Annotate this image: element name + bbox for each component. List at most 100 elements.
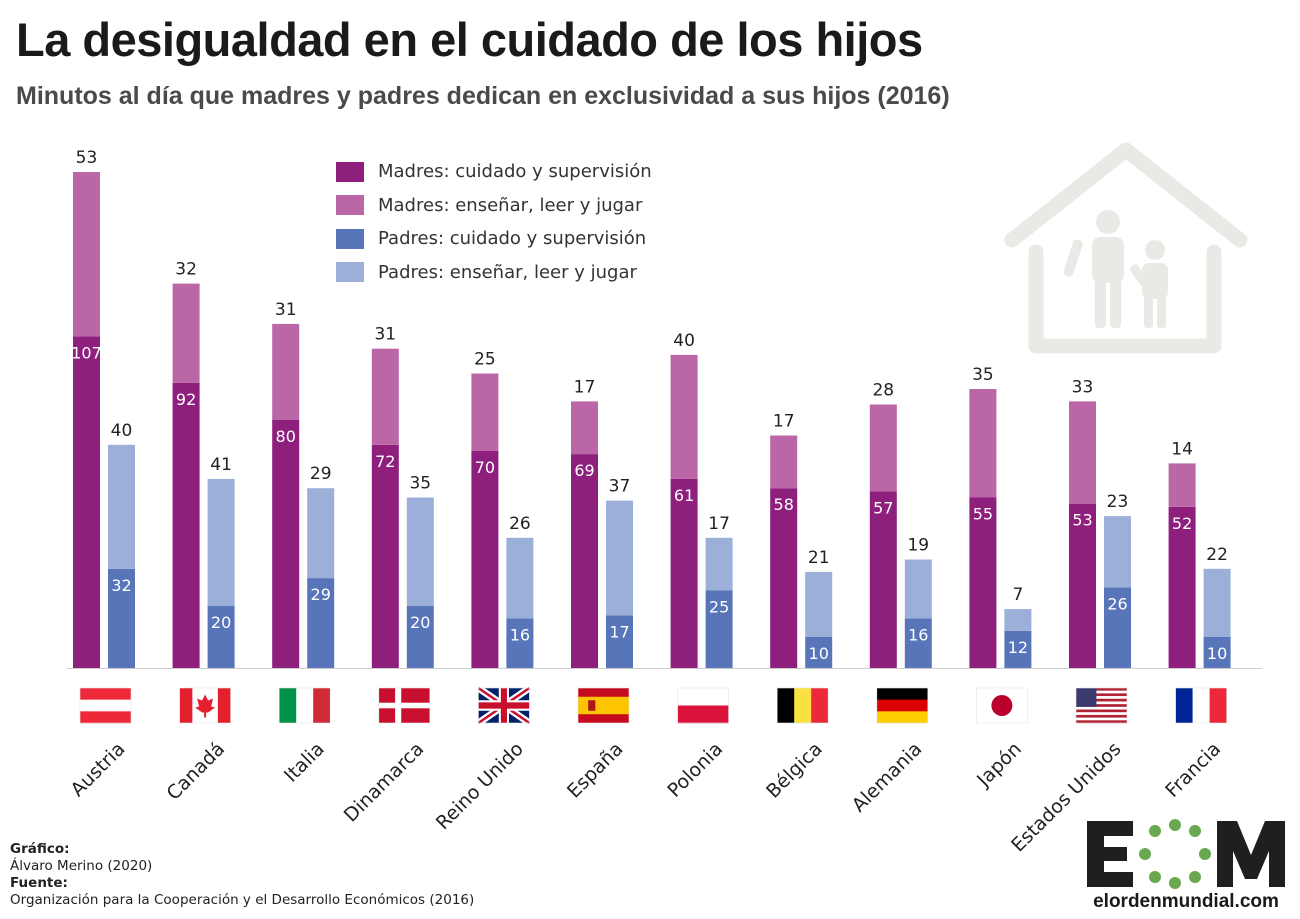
denmark-flag-icon bbox=[378, 687, 431, 724]
bar-padres-ensenar bbox=[406, 497, 434, 606]
spain-flag-icon bbox=[577, 687, 630, 724]
bar-padres-cuidado bbox=[1203, 637, 1231, 668]
bar-padres-cuidado bbox=[1004, 630, 1032, 668]
bar-padres-cuidado bbox=[207, 606, 235, 668]
data-label-inside: 10 bbox=[809, 644, 829, 663]
category-label: Polonia bbox=[663, 738, 727, 802]
bar-padres-cuidado bbox=[606, 615, 633, 668]
data-label-inside: 32 bbox=[111, 576, 131, 595]
france-flag-icon bbox=[1175, 687, 1227, 724]
bar-padres-ensenar bbox=[1004, 609, 1032, 631]
bar-madres-ensenar bbox=[272, 323, 300, 420]
bar-madres-cuidado bbox=[869, 491, 897, 668]
bar-padres-cuidado bbox=[307, 578, 335, 668]
italy-flag-icon bbox=[278, 687, 331, 724]
bar-madres-cuidado bbox=[670, 478, 698, 668]
legend-swatch bbox=[336, 228, 364, 249]
category-label: España bbox=[563, 738, 628, 803]
bar-madres-ensenar bbox=[670, 354, 698, 479]
bar-madres-ensenar bbox=[73, 172, 100, 337]
legend-label: Madres: cuidado y supervisión bbox=[378, 161, 652, 183]
data-label-top: 17 bbox=[773, 412, 795, 432]
data-label-top: 23 bbox=[1107, 492, 1129, 512]
legend-item: Madres: cuidado y supervisión bbox=[336, 155, 652, 189]
category-label: Dinamarca bbox=[340, 738, 429, 827]
data-label-top: 22 bbox=[1206, 545, 1228, 565]
bar-madres-cuidado bbox=[172, 382, 200, 668]
bar-madres-ensenar bbox=[869, 404, 897, 492]
credit-graphic-label: Gráfico: bbox=[10, 841, 70, 857]
data-label-top: 37 bbox=[609, 477, 631, 497]
data-label-inside: 20 bbox=[211, 613, 231, 632]
data-label-inside: 16 bbox=[908, 625, 928, 644]
legend-label: Padres: cuidado y supervisión bbox=[378, 228, 647, 250]
bar-madres-ensenar bbox=[172, 283, 200, 383]
bar-madres-cuidado bbox=[471, 451, 499, 668]
bar-padres-ensenar bbox=[108, 444, 135, 569]
bar-madres-cuidado bbox=[770, 488, 798, 668]
data-label-top: 25 bbox=[474, 350, 496, 370]
bar-padres-cuidado bbox=[506, 618, 534, 668]
data-label-top: 28 bbox=[872, 381, 894, 401]
data-label-top: 35 bbox=[409, 474, 431, 494]
bar-madres-ensenar bbox=[770, 435, 798, 489]
publisher-logo: elordenmundial.com bbox=[1083, 817, 1289, 915]
legend-item: Padres: enseñar, leer y jugar bbox=[336, 256, 652, 290]
bar-padres-cuidado bbox=[406, 606, 434, 668]
data-label-top: 31 bbox=[374, 325, 396, 345]
bar-madres-cuidado bbox=[73, 336, 100, 668]
data-label-top: 17 bbox=[708, 514, 730, 534]
data-label-top: 40 bbox=[111, 421, 133, 441]
data-label-inside: 16 bbox=[510, 625, 530, 644]
logo-url: elordenmundial.com bbox=[1093, 891, 1279, 912]
data-label-top: 17 bbox=[574, 377, 596, 397]
bar-madres-cuidado bbox=[371, 444, 399, 668]
data-label-top: 32 bbox=[175, 260, 197, 280]
house-parent-child-icon bbox=[1004, 142, 1248, 354]
category-label: Austria bbox=[67, 738, 130, 801]
chart-subtitle: Minutos al día que madres y padres dedic… bbox=[16, 82, 950, 110]
bar-padres-ensenar bbox=[904, 559, 932, 619]
legend-item: Madres: enseñar, leer y jugar bbox=[336, 189, 652, 223]
data-label-top: 31 bbox=[275, 300, 297, 320]
legend-swatch bbox=[336, 161, 364, 182]
data-label-inside: 10 bbox=[1207, 644, 1227, 663]
credit-source-label: Fuente: bbox=[10, 875, 68, 891]
category-label: Reino Unido bbox=[432, 738, 528, 834]
category-label: Canadá bbox=[162, 738, 229, 805]
data-label-inside: 80 bbox=[276, 427, 296, 446]
bar-padres-ensenar bbox=[207, 478, 235, 606]
data-label-top: 35 bbox=[972, 365, 994, 385]
data-label-top: 21 bbox=[808, 548, 830, 568]
usa-flag-icon bbox=[1075, 687, 1128, 724]
data-label-inside: 72 bbox=[375, 452, 395, 471]
data-label-inside: 26 bbox=[1107, 594, 1127, 613]
austria-flag-icon bbox=[79, 687, 132, 724]
bar-padres-ensenar bbox=[805, 571, 833, 637]
bar-padres-cuidado bbox=[108, 568, 135, 668]
data-label-inside: 107 bbox=[71, 343, 102, 362]
category-label: Japón bbox=[972, 738, 1026, 792]
poland-flag-icon bbox=[677, 687, 729, 724]
bar-madres-ensenar bbox=[571, 401, 598, 455]
bar-madres-cuidado bbox=[1069, 503, 1096, 668]
legend-swatch bbox=[336, 195, 364, 216]
bar-padres-ensenar bbox=[506, 537, 534, 619]
bar-padres-ensenar bbox=[1203, 568, 1231, 637]
data-label-top: 19 bbox=[907, 536, 929, 556]
data-label-inside: 55 bbox=[973, 505, 993, 524]
data-label-top: 40 bbox=[673, 331, 695, 351]
data-label-inside: 17 bbox=[609, 622, 629, 641]
credit-source-value: Organización para la Cooperación y el De… bbox=[10, 892, 475, 908]
data-label-inside: 53 bbox=[1072, 511, 1092, 530]
data-label-top: 41 bbox=[210, 455, 232, 475]
bar-madres-cuidado bbox=[969, 497, 997, 668]
data-label-inside: 58 bbox=[774, 495, 794, 514]
canada-flag-icon bbox=[179, 687, 231, 724]
data-label-top: 33 bbox=[1072, 377, 1094, 397]
bar-madres-cuidado bbox=[571, 454, 598, 668]
bar-padres-cuidado bbox=[705, 590, 733, 668]
data-label-inside: 61 bbox=[674, 486, 694, 505]
data-label-inside: 69 bbox=[574, 461, 594, 480]
